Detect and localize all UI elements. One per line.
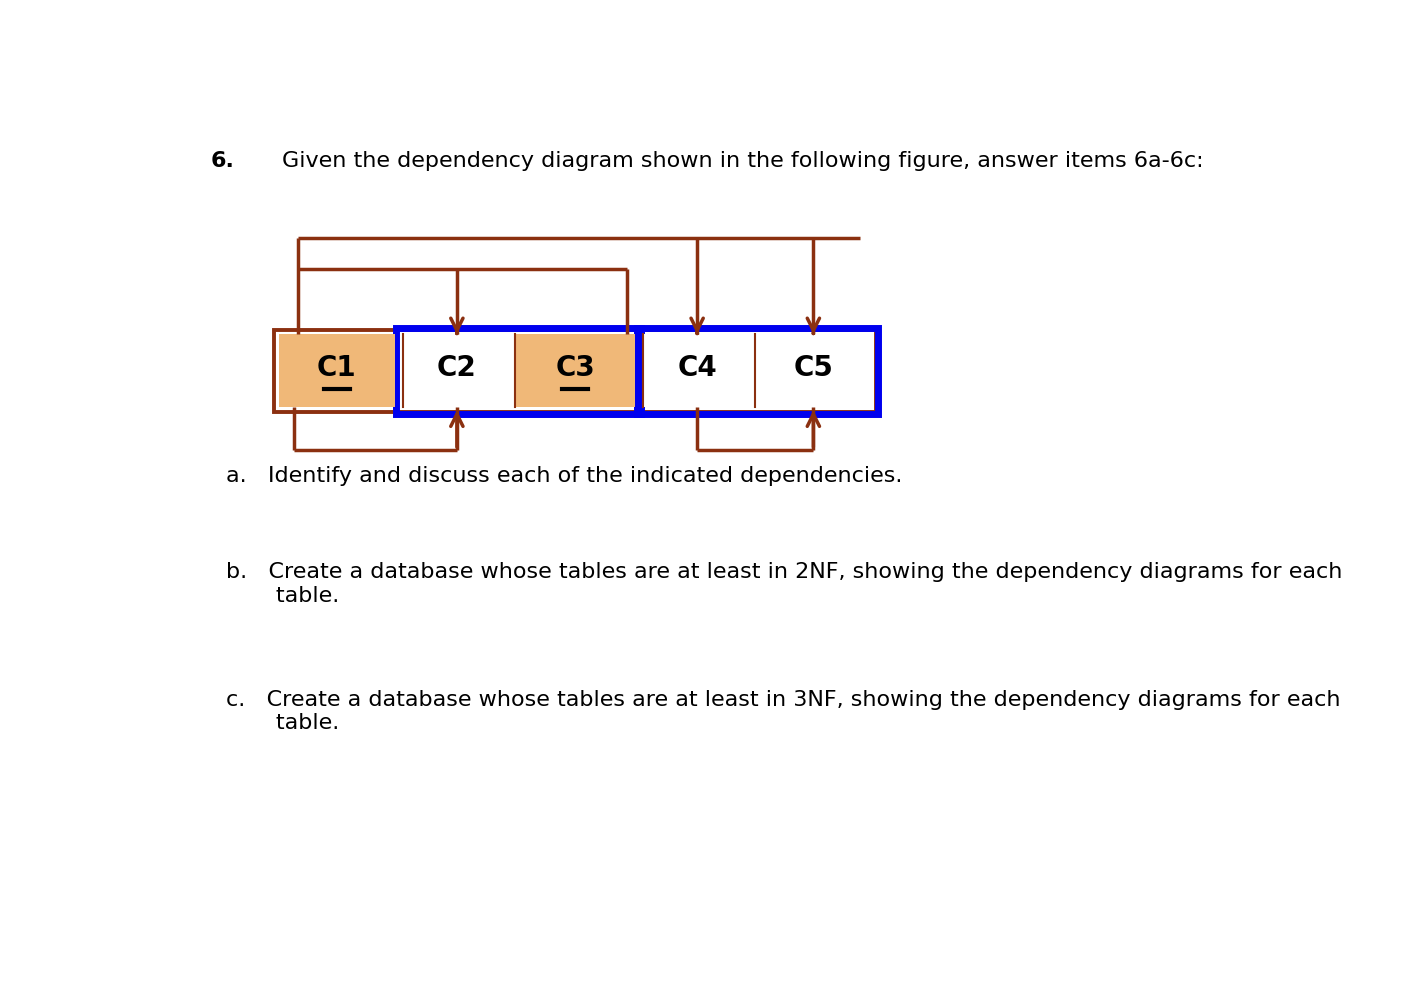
Bar [515, 335, 635, 408]
Text: C4: C4 [677, 354, 717, 382]
Bar [636, 329, 878, 414]
Text: 6.: 6. [211, 150, 235, 171]
Text: C3: C3 [555, 354, 595, 382]
Bar [397, 329, 642, 414]
Bar [756, 335, 871, 408]
Text: b.   Create a database whose tables are at least in 2NF, showing the dependency : b. Create a database whose tables are at… [226, 562, 1342, 605]
Text: a.   Identify and discuss each of the indicated dependencies.: a. Identify and discuss each of the indi… [226, 465, 902, 485]
Bar [275, 330, 877, 412]
Bar [279, 335, 394, 408]
Text: Given the dependency diagram shown in the following figure, answer items 6a-6c:: Given the dependency diagram shown in th… [283, 150, 1204, 171]
Text: C5: C5 [794, 354, 834, 382]
Text: c.   Create a database whose tables are at least in 3NF, showing the dependency : c. Create a database whose tables are at… [226, 689, 1340, 732]
Text: C2: C2 [437, 354, 477, 382]
Text: C1: C1 [317, 354, 357, 382]
Bar [403, 335, 511, 408]
Bar [643, 335, 751, 408]
